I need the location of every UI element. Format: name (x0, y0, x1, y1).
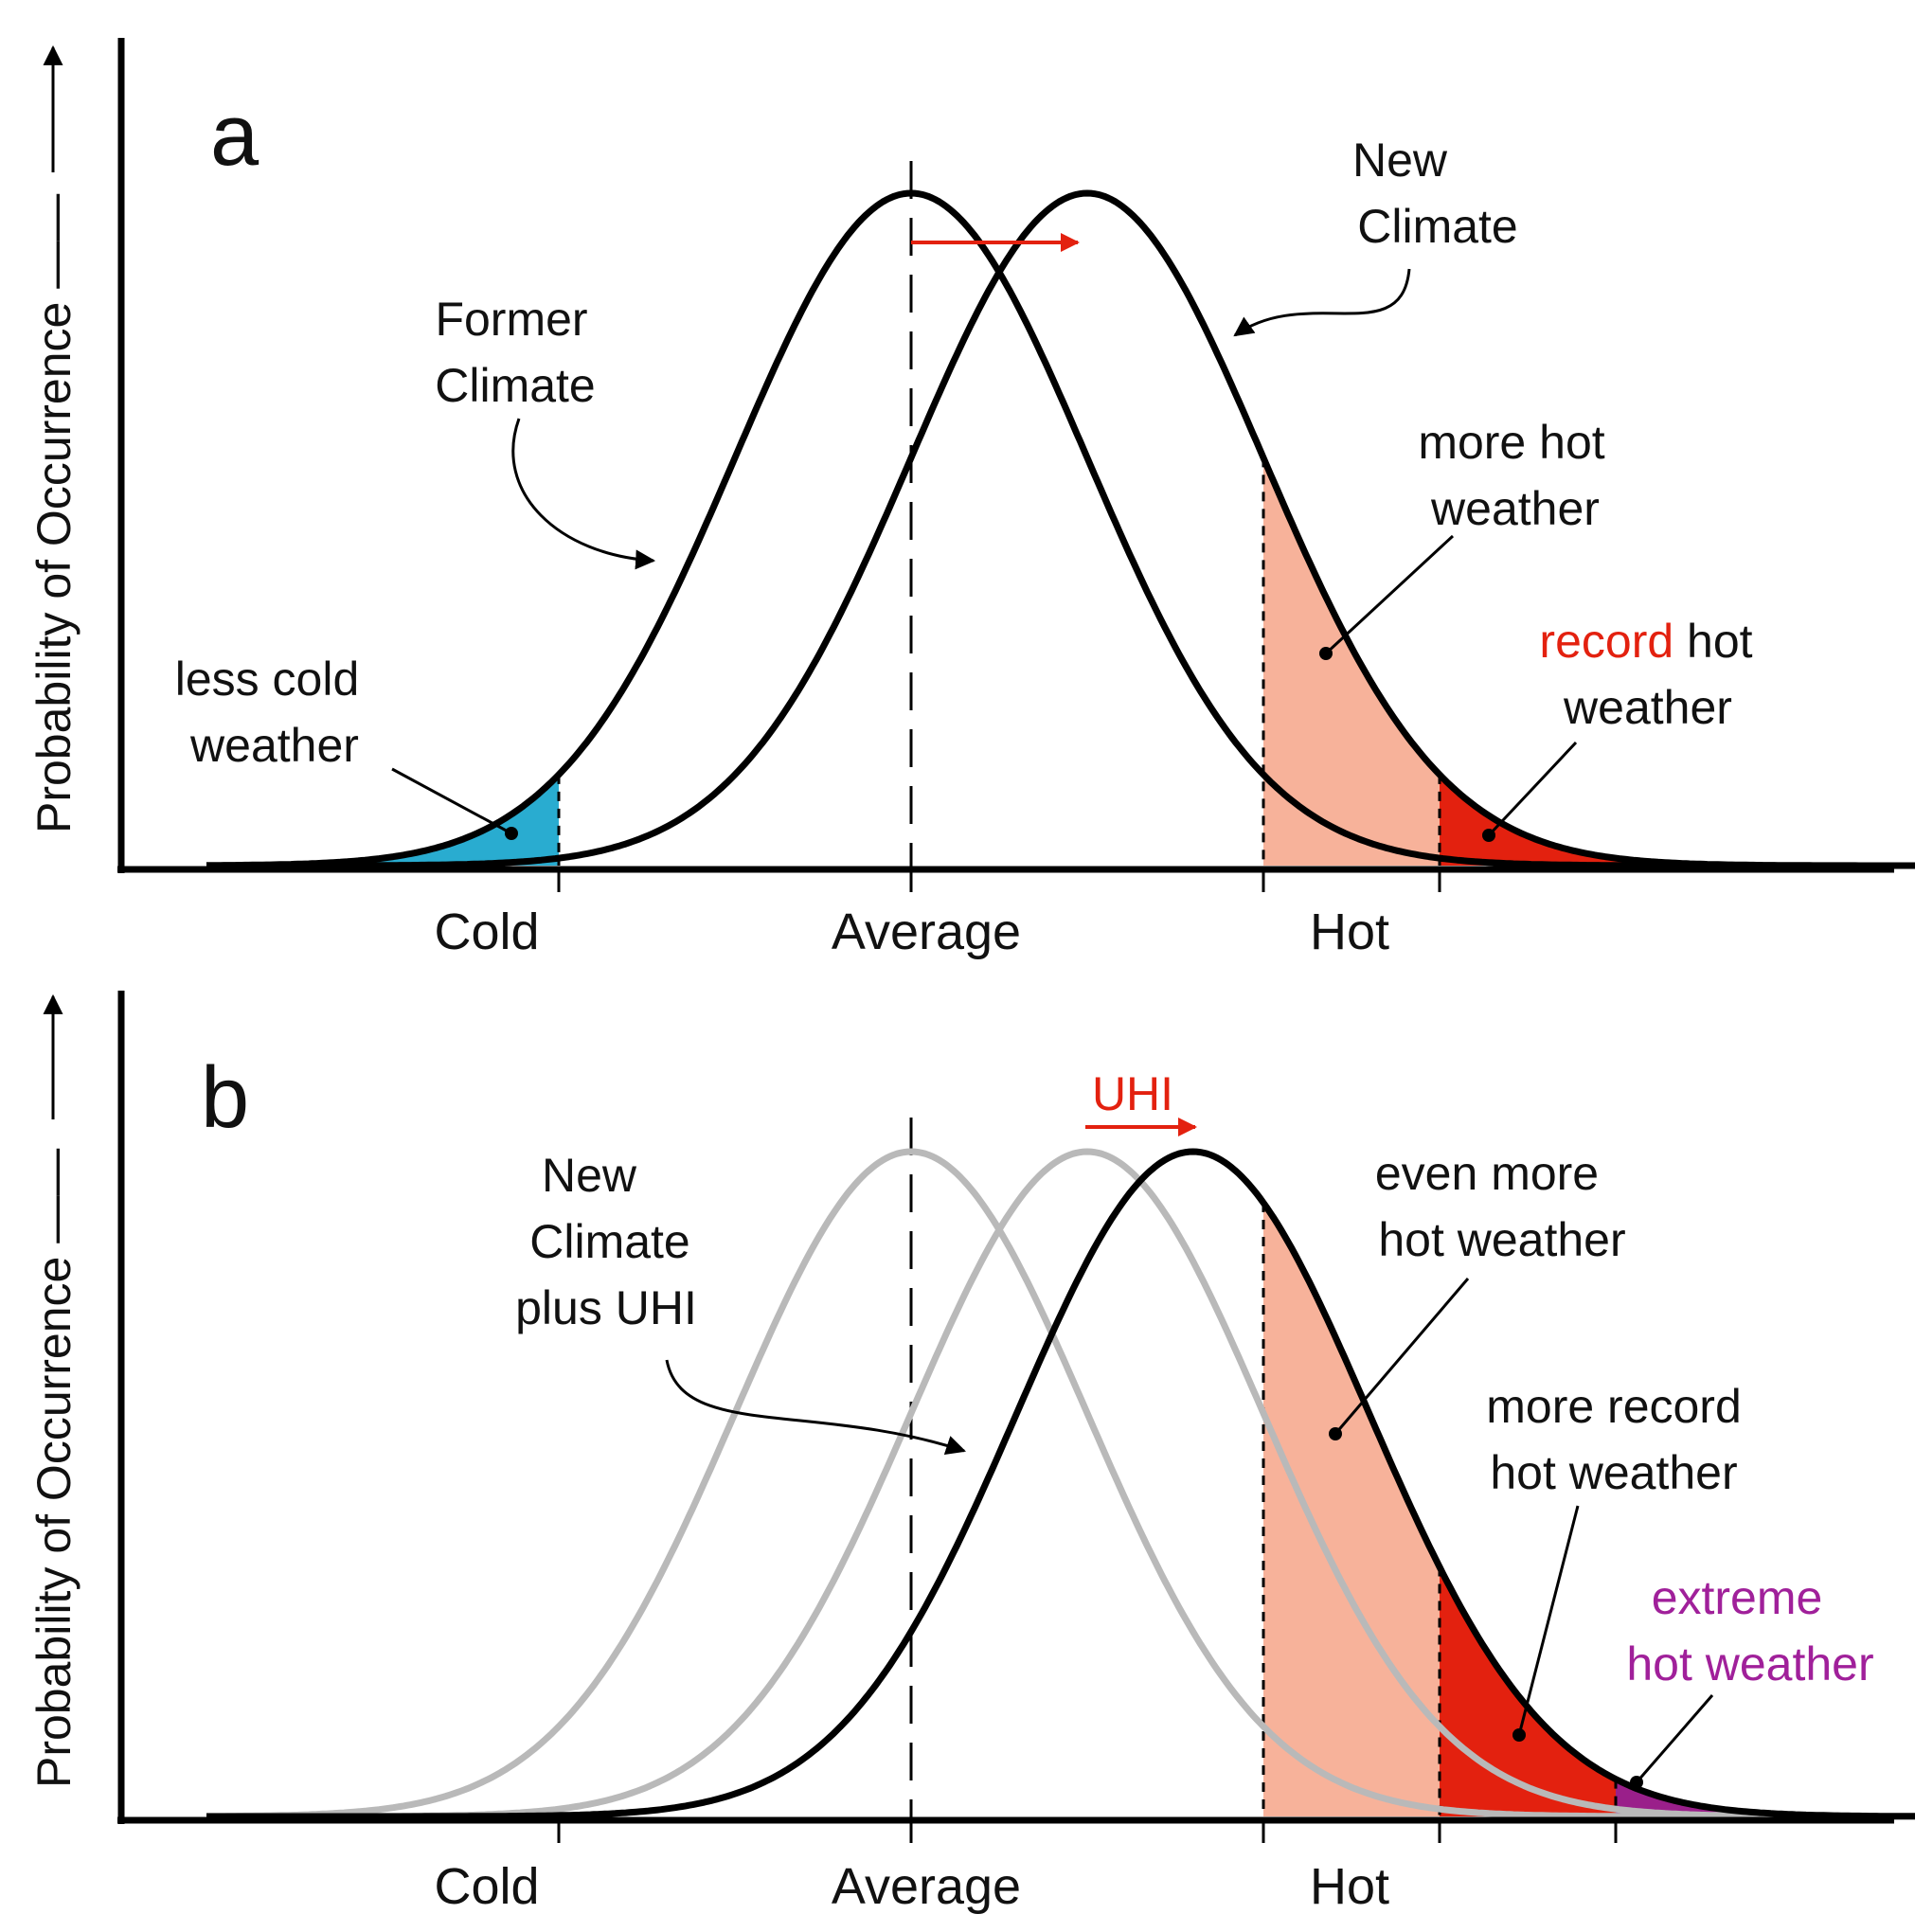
record-hot-dot (1482, 829, 1495, 842)
y-axis-label: Probability of Occurrence —— (27, 194, 81, 833)
new-climate-uhi-label-1: New (542, 1149, 637, 1202)
new-climate-curve (206, 189, 1915, 869)
less-cold-label-2: weather (189, 719, 359, 772)
new-climate-label-1: New (1352, 134, 1448, 187)
tick-label-cold: Cold (434, 1858, 539, 1915)
record-hot-pointer (1487, 741, 1578, 837)
tick-label-hot: Hot (1310, 1858, 1389, 1915)
panel-letter: b (201, 1049, 249, 1146)
former-climate-label-1: Former (435, 293, 587, 346)
less-cold-pointer (391, 767, 512, 835)
even-more-hot-region (1263, 1203, 1440, 1816)
new-climate-label-2: Climate (1357, 200, 1517, 253)
record-hot-region (1440, 774, 1915, 866)
even-more-hot-pointer (1333, 1278, 1470, 1435)
more-record-hot-region (1440, 1566, 1616, 1816)
new-climate-uhi-label-3: plus UHI (515, 1281, 697, 1334)
even-more-hot-dot (1329, 1427, 1342, 1440)
former-climate-label-2: Climate (435, 359, 595, 412)
tick-label-average: Average (832, 903, 1021, 960)
tick-label-cold: Cold (434, 903, 539, 960)
new-climate-uhi-pointer (665, 1359, 966, 1456)
record-hot-label-1: record hot (1539, 615, 1752, 668)
less-cold-region (206, 774, 559, 866)
more-hot-label-1: more hot (1418, 416, 1604, 469)
new-climate-uhi-curve (206, 1148, 1915, 1820)
extreme-dot (1630, 1776, 1643, 1789)
tick-label-average: Average (832, 1858, 1021, 1915)
tick-label-hot: Hot (1310, 903, 1389, 960)
more-record-pointer (1517, 1505, 1580, 1736)
less-cold-dot (505, 827, 518, 840)
record-word: record (1539, 615, 1673, 668)
panel-letter: a (210, 87, 260, 184)
more-record-label-2: hot weather (1490, 1446, 1737, 1499)
more-hot-label-2: weather (1430, 482, 1600, 535)
y-axis-label: Probability of Occurrence —— (27, 1149, 81, 1788)
extreme-label-2: hot weather (1626, 1637, 1873, 1690)
extreme-label-1: extreme (1652, 1571, 1823, 1624)
new-climate-uhi-label-2: Climate (529, 1215, 689, 1268)
more-record-dot (1512, 1728, 1526, 1742)
even-more-hot-label-1: even more (1375, 1147, 1599, 1200)
former-climate-pointer (511, 418, 656, 570)
more-hot-pointer (1324, 534, 1455, 655)
extreme-pointer (1635, 1694, 1714, 1783)
panel-a: Probability of Occurrence —— Cold Averag… (27, 38, 1915, 960)
more-hot-dot (1319, 647, 1333, 660)
panel-b: Probability of Occurrence —— Cold Averag… (27, 991, 1915, 1915)
record-rest: hot (1673, 615, 1753, 668)
uhi-label: UHI (1092, 1067, 1173, 1120)
more-record-label-1: more record (1486, 1380, 1742, 1433)
less-cold-label-1: less cold (175, 653, 360, 706)
even-more-hot-label-2: hot weather (1378, 1213, 1625, 1266)
record-hot-label-2: weather (1563, 681, 1732, 734)
new-climate-pointer (1233, 268, 1411, 337)
